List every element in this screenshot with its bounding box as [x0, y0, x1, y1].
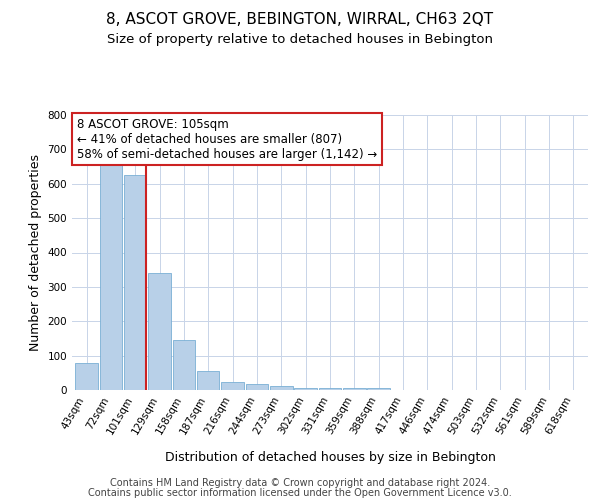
Text: 8 ASCOT GROVE: 105sqm
← 41% of detached houses are smaller (807)
58% of semi-det: 8 ASCOT GROVE: 105sqm ← 41% of detached … [77, 118, 377, 161]
Text: Contains HM Land Registry data © Crown copyright and database right 2024.: Contains HM Land Registry data © Crown c… [110, 478, 490, 488]
Text: 8, ASCOT GROVE, BEBINGTON, WIRRAL, CH63 2QT: 8, ASCOT GROVE, BEBINGTON, WIRRAL, CH63 … [106, 12, 494, 28]
Bar [124, 175, 146, 390]
Bar [343, 388, 365, 390]
Bar [197, 371, 220, 390]
Text: Contains public sector information licensed under the Open Government Licence v3: Contains public sector information licen… [88, 488, 512, 498]
Text: Size of property relative to detached houses in Bebington: Size of property relative to detached ho… [107, 32, 493, 46]
Bar [246, 384, 268, 390]
Bar [173, 340, 195, 390]
Y-axis label: Number of detached properties: Number of detached properties [29, 154, 42, 351]
Text: Distribution of detached houses by size in Bebington: Distribution of detached houses by size … [164, 451, 496, 464]
Bar [76, 362, 98, 390]
Bar [367, 388, 390, 390]
Bar [319, 388, 341, 390]
Bar [100, 163, 122, 390]
Bar [295, 388, 317, 390]
Bar [270, 386, 293, 390]
Bar [221, 382, 244, 390]
Bar [148, 273, 171, 390]
